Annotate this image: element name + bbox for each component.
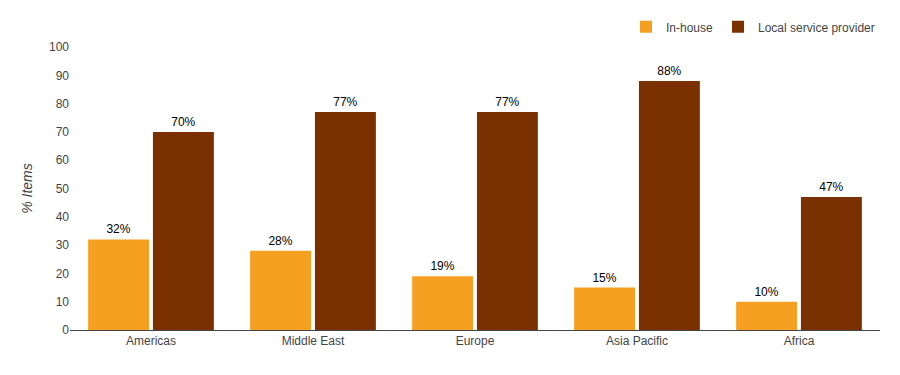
svg-text:60: 60 — [56, 153, 70, 167]
svg-text:100: 100 — [49, 40, 69, 54]
svg-text:10%: 10% — [754, 285, 778, 299]
svg-text:Europe: Europe — [456, 334, 495, 348]
svg-text:0: 0 — [62, 323, 69, 337]
svg-text:Americas: Americas — [126, 334, 176, 348]
svg-text:28%: 28% — [268, 234, 292, 248]
svg-text:50: 50 — [56, 182, 70, 196]
svg-text:30: 30 — [56, 238, 70, 252]
svg-text:70: 70 — [56, 125, 70, 139]
svg-text:Africa: Africa — [784, 334, 815, 348]
svg-text:In-house: In-house — [666, 21, 713, 35]
svg-text:80: 80 — [56, 97, 70, 111]
svg-text:Asia Pacific: Asia Pacific — [606, 334, 668, 348]
svg-text:Local service provider: Local service provider — [758, 21, 875, 35]
svg-text:77%: 77% — [333, 95, 357, 109]
svg-text:77%: 77% — [495, 95, 519, 109]
svg-text:15%: 15% — [592, 271, 616, 285]
svg-text:20: 20 — [56, 267, 70, 281]
svg-text:% Items: % Items — [19, 163, 35, 214]
svg-text:32%: 32% — [106, 222, 130, 236]
svg-text:40: 40 — [56, 210, 70, 224]
svg-text:19%: 19% — [430, 259, 454, 273]
svg-text:70%: 70% — [171, 115, 195, 129]
svg-text:10: 10 — [56, 295, 70, 309]
svg-text:Middle East: Middle East — [282, 334, 345, 348]
svg-text:88%: 88% — [657, 64, 681, 78]
svg-text:90: 90 — [56, 69, 70, 83]
svg-text:47%: 47% — [819, 180, 843, 194]
